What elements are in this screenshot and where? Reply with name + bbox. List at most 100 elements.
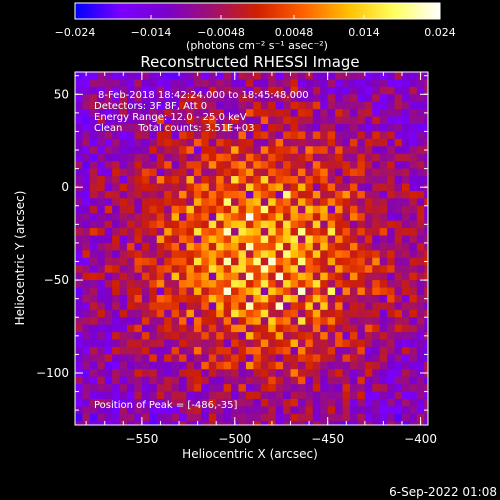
image-pixel <box>164 138 173 147</box>
image-pixel <box>260 220 269 229</box>
image-pixel <box>342 242 351 251</box>
image-pixel <box>394 294 403 303</box>
image-pixel <box>312 294 321 303</box>
image-pixel <box>89 131 98 140</box>
image-pixel <box>127 109 135 117</box>
image-pixel <box>327 391 336 400</box>
image-pixel <box>134 235 143 244</box>
image-pixel <box>127 294 135 303</box>
image-pixel <box>149 398 158 407</box>
image-pixel <box>320 421 329 425</box>
image-pixel <box>268 86 277 95</box>
image-pixel <box>335 183 343 192</box>
image-pixel <box>290 384 299 392</box>
image-pixel <box>297 131 306 140</box>
image-pixel <box>268 101 277 110</box>
image-pixel <box>394 354 403 363</box>
image-pixel <box>201 72 210 80</box>
image-pixel <box>372 257 381 266</box>
image-pixel <box>201 294 210 303</box>
image-pixel <box>305 79 314 88</box>
image-pixel <box>104 72 113 80</box>
image-pixel <box>416 235 425 244</box>
image-pixel <box>327 272 336 281</box>
image-pixel <box>283 413 291 422</box>
image-pixel <box>201 138 210 147</box>
image-pixel <box>327 302 336 311</box>
image-pixel <box>290 205 299 214</box>
image-pixel <box>416 354 425 363</box>
image-pixel <box>253 205 262 214</box>
image-pixel <box>238 421 247 425</box>
image-pixel <box>253 116 262 125</box>
image-pixel <box>275 198 284 207</box>
image-pixel <box>357 332 366 340</box>
image-pixel <box>290 235 299 244</box>
image-pixel <box>208 190 217 199</box>
image-pixel <box>201 153 210 162</box>
image-pixel <box>186 190 195 199</box>
image-pixel <box>275 131 284 140</box>
image-pixel <box>401 101 410 110</box>
plot-frame <box>74 71 429 426</box>
image-pixel <box>97 138 106 147</box>
image-pixel <box>201 220 210 229</box>
image-pixel <box>312 183 321 192</box>
image-pixel <box>97 324 106 333</box>
image-pixel <box>312 161 321 170</box>
image-pixel <box>193 302 202 311</box>
image-pixel <box>201 346 210 355</box>
colorbar-tick-label: −0.014 <box>131 26 172 39</box>
image-pixel <box>171 94 180 103</box>
image-pixel <box>171 109 180 117</box>
image-pixel <box>141 384 150 392</box>
image-pixel <box>89 265 98 274</box>
image-pixel <box>201 406 210 415</box>
image-pixel <box>231 228 239 236</box>
image-pixel <box>409 324 418 333</box>
image-pixel <box>387 131 395 140</box>
image-pixel <box>193 86 202 95</box>
image-pixel <box>231 265 239 274</box>
image-pixel <box>186 280 195 288</box>
image-pixel <box>253 146 262 155</box>
image-pixel <box>89 190 98 199</box>
image-pixel <box>357 369 366 378</box>
image-pixel <box>223 421 232 425</box>
image-pixel <box>297 101 306 110</box>
image-pixel <box>424 190 428 199</box>
image-pixel <box>75 354 83 363</box>
image-pixel <box>305 228 314 236</box>
image-pixel <box>201 213 210 222</box>
image-pixel <box>290 339 299 348</box>
image-pixel <box>245 257 254 266</box>
image-pixel <box>401 287 410 296</box>
image-pixel <box>231 116 239 125</box>
image-pixel <box>134 228 143 236</box>
image-pixel <box>357 116 366 125</box>
image-pixel <box>394 161 403 170</box>
image-pixel <box>149 354 158 363</box>
image-pixel <box>283 138 291 147</box>
image-pixel <box>97 413 106 422</box>
image-pixel <box>335 153 343 162</box>
image-pixel <box>201 421 210 425</box>
image-pixel <box>97 339 106 348</box>
image-pixel <box>231 220 239 229</box>
image-pixel <box>290 398 299 407</box>
image-pixel <box>245 242 254 251</box>
image-pixel <box>82 183 91 192</box>
image-pixel <box>208 161 217 170</box>
image-pixel <box>335 309 343 318</box>
image-pixel <box>260 72 269 80</box>
image-pixel <box>312 220 321 229</box>
image-pixel <box>275 324 284 333</box>
image-pixel <box>134 116 143 125</box>
image-pixel <box>245 406 254 415</box>
image-pixel <box>75 138 83 147</box>
image-pixel <box>297 183 306 192</box>
image-pixel <box>297 384 306 392</box>
image-pixel <box>283 86 291 95</box>
image-pixel <box>416 205 425 214</box>
image-pixel <box>253 79 262 88</box>
